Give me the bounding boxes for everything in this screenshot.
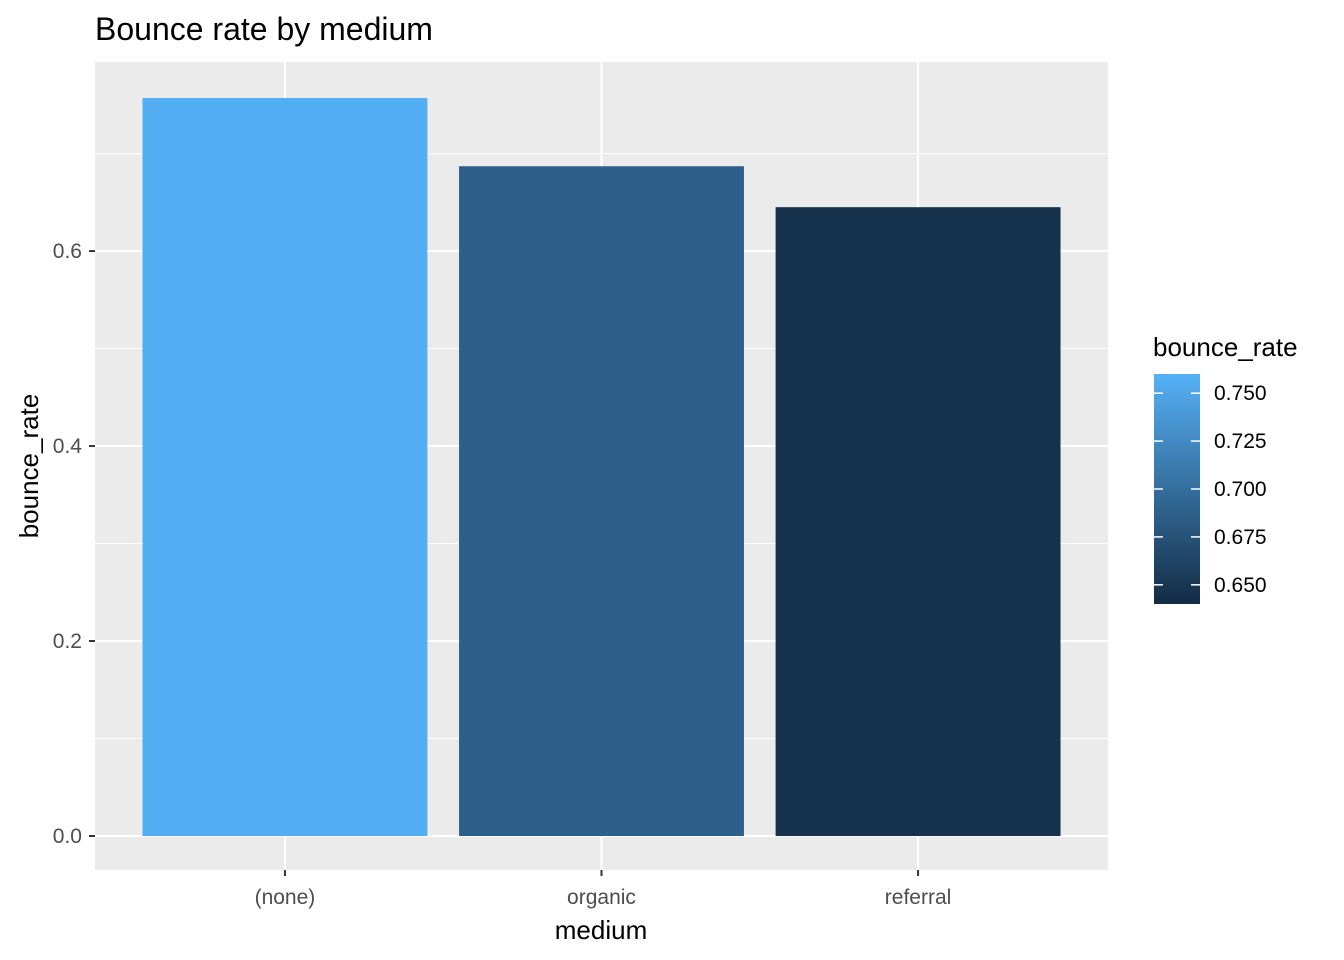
x-tick-label: referral [885,886,952,909]
bars [142,98,1061,837]
legend-label: 0.700 [1214,478,1267,501]
legend-label: 0.675 [1214,526,1267,549]
bar-organic [459,166,744,837]
legend-label: 0.750 [1214,382,1267,405]
y-tick-label: 0.6 [53,240,82,263]
x-tick-label: organic [567,886,636,909]
legend: bounce_rate 0.750 0.725 0.700 0.675 0.650 [1153,332,1298,604]
y-tick-label: 0.4 [53,435,83,458]
y-tick-label: 0.0 [53,825,82,848]
chart-title: Bounce rate by medium [95,11,433,47]
x-axis-title: medium [555,915,647,945]
y-axis: 0.0 0.2 0.4 0.6 [53,240,95,848]
x-axis: (none) organic referral [255,870,952,909]
legend-title: bounce_rate [1153,332,1298,362]
bar-none [142,98,428,836]
y-tick-label: 0.2 [53,630,82,653]
y-axis-title: bounce_rate [14,394,44,539]
legend-label: 0.650 [1214,574,1267,597]
x-tick-label: (none) [255,886,316,909]
legend-label: 0.725 [1214,430,1267,453]
bar-referral [775,207,1061,836]
